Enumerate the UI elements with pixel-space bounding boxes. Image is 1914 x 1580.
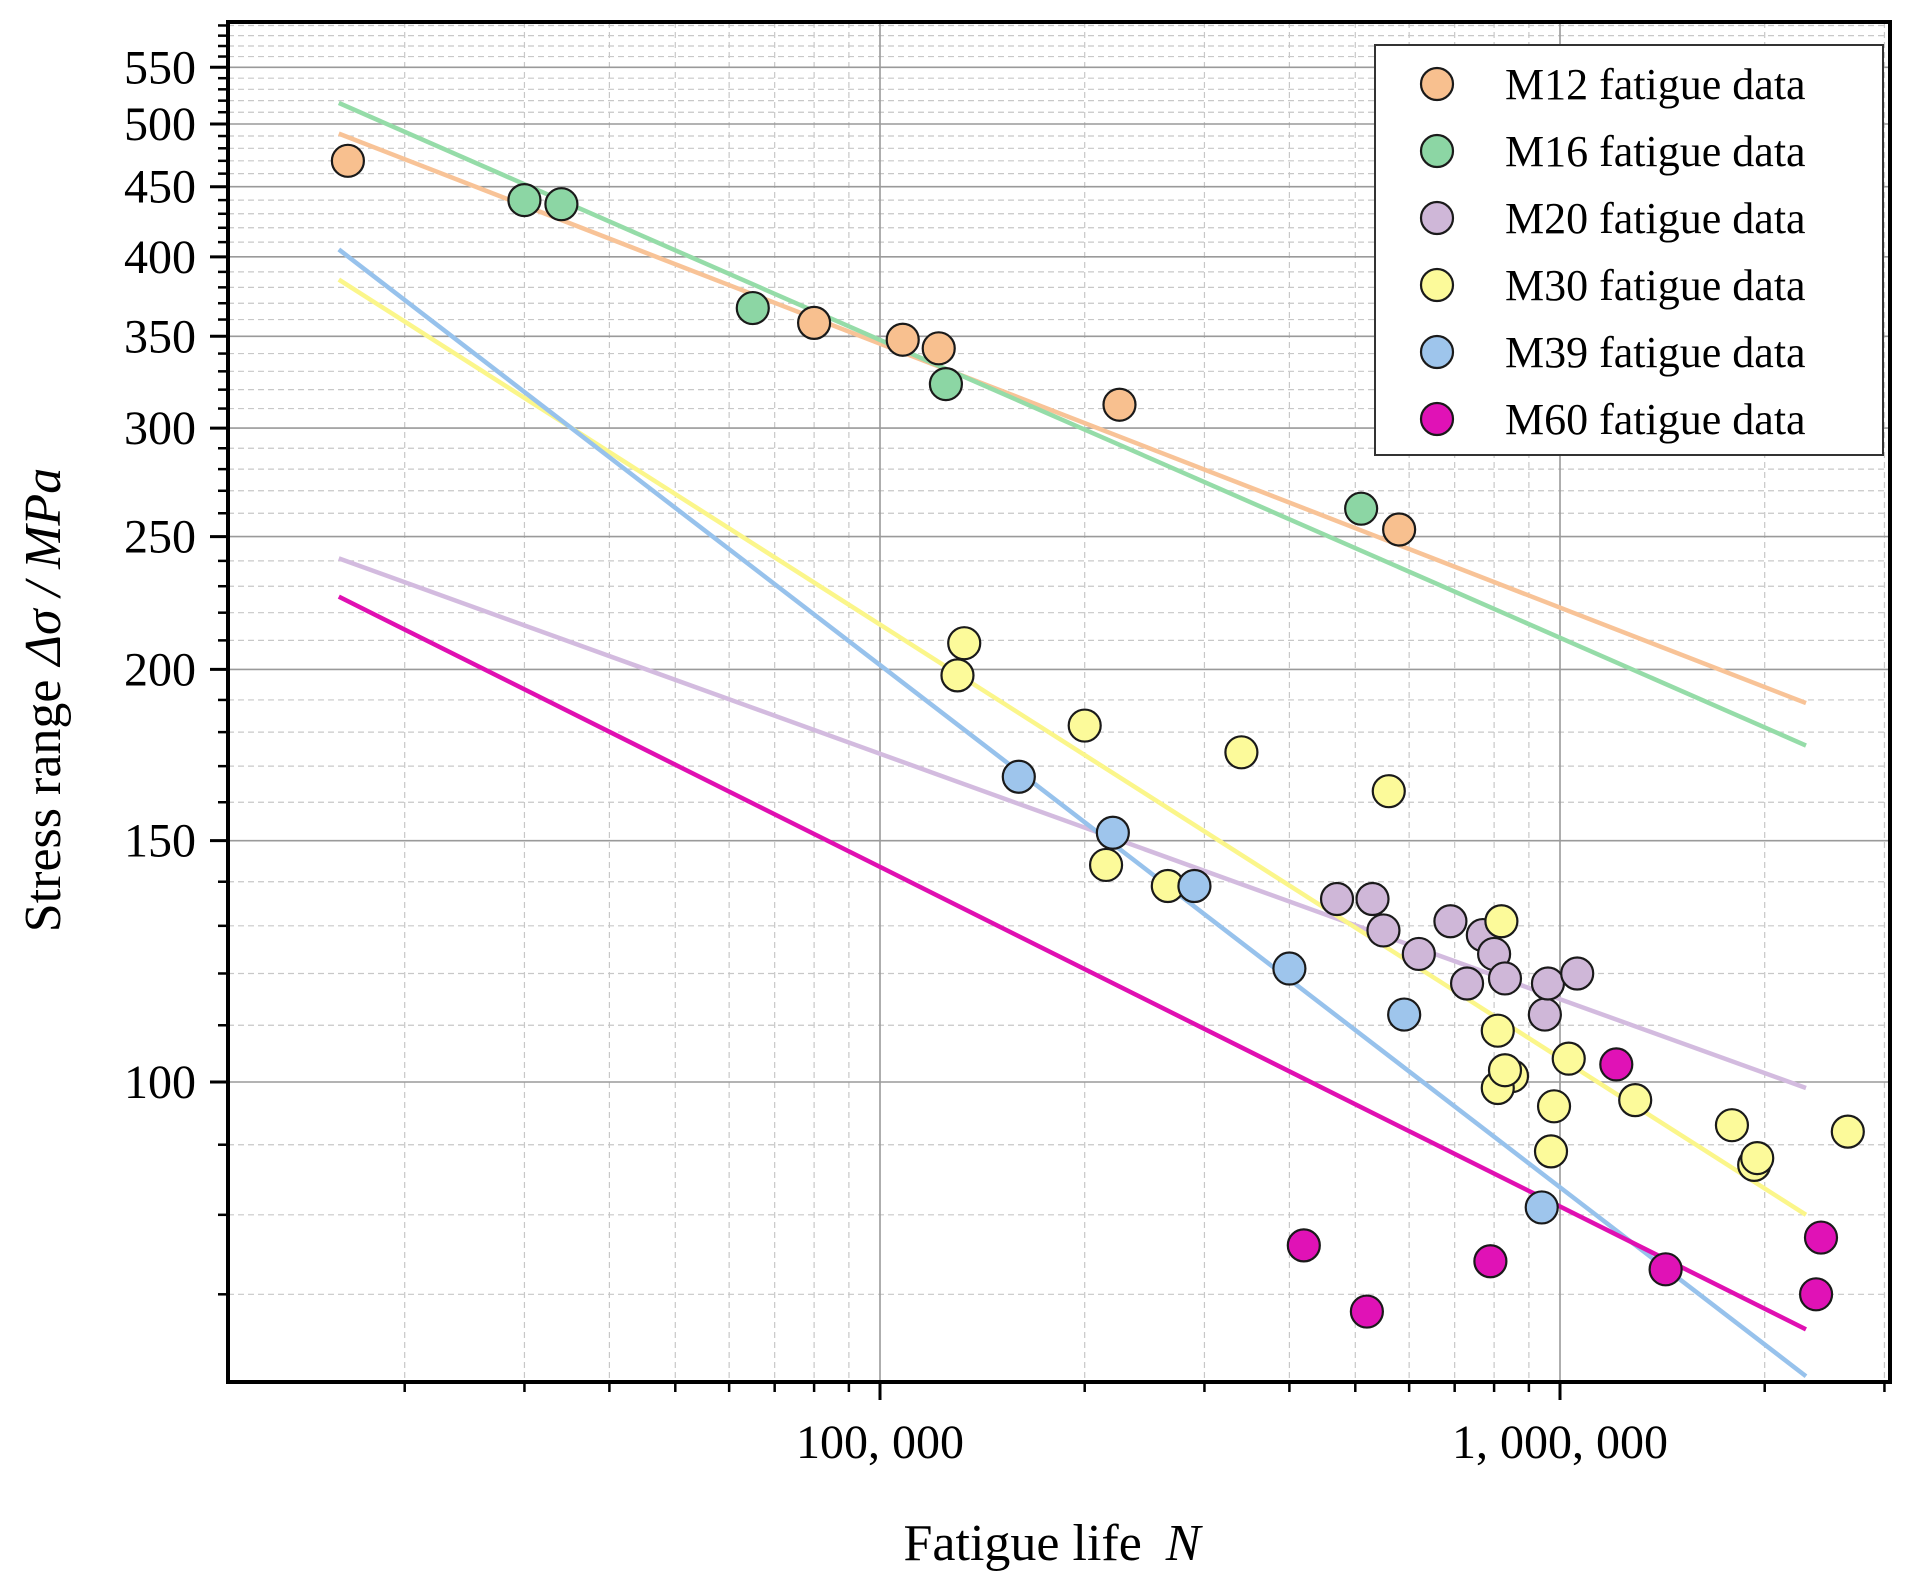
data-point bbox=[1366, 913, 1401, 948]
x-axis-title: Fatigue life N bbox=[904, 1515, 1204, 1572]
data-point bbox=[928, 366, 963, 402]
y-axis-title-text: Stress range bbox=[15, 679, 72, 932]
data-point bbox=[1177, 868, 1212, 904]
y-axis-title: Stress range Δσ / MPa bbox=[15, 468, 72, 932]
data-point bbox=[1487, 1053, 1523, 1088]
legend-marker bbox=[1419, 401, 1455, 437]
x-axis-title-variable: N bbox=[1165, 1515, 1204, 1572]
data-point bbox=[1344, 491, 1379, 526]
fit-line bbox=[338, 556, 1807, 1091]
y-tick-label: 300 bbox=[124, 402, 196, 455]
data-point bbox=[1401, 936, 1436, 972]
y-tick-label: 150 bbox=[124, 815, 196, 868]
data-point bbox=[1449, 966, 1485, 1001]
legend-label: M39 fatigue data bbox=[1505, 328, 1806, 377]
legend-label: M60 fatigue data bbox=[1505, 395, 1806, 444]
data-point bbox=[1319, 881, 1355, 917]
data-point bbox=[1830, 1114, 1865, 1149]
data-point bbox=[1551, 1041, 1586, 1076]
data-point bbox=[1599, 1047, 1634, 1082]
data-point bbox=[1714, 1108, 1750, 1143]
fit-line bbox=[337, 594, 1807, 1332]
data-point bbox=[1095, 815, 1130, 850]
fit-line bbox=[337, 131, 1807, 706]
legend-label: M12 fatigue data bbox=[1505, 60, 1806, 109]
data-point bbox=[1803, 1220, 1839, 1255]
data-point bbox=[1648, 1252, 1683, 1287]
x-axis-title-text: Fatigue life bbox=[904, 1515, 1142, 1572]
data-point bbox=[1798, 1277, 1834, 1312]
legend-marker bbox=[1419, 200, 1455, 236]
data-point bbox=[1224, 735, 1259, 770]
data-point bbox=[1530, 966, 1566, 1001]
legend-label: M16 fatigue data bbox=[1505, 127, 1806, 176]
legend-marker bbox=[1419, 133, 1455, 169]
data-point bbox=[947, 626, 982, 661]
data-point bbox=[1618, 1083, 1653, 1118]
data-point bbox=[885, 322, 920, 357]
data-point bbox=[797, 305, 832, 340]
data-point bbox=[1536, 1089, 1572, 1124]
data-point bbox=[1480, 1013, 1515, 1048]
y-tick-label: 350 bbox=[124, 310, 196, 363]
legend-box bbox=[1374, 44, 1884, 456]
x-tick-label: 100, 000 bbox=[796, 1416, 964, 1469]
legend-marker bbox=[1419, 334, 1455, 370]
fit-line bbox=[337, 247, 1808, 1379]
data-point bbox=[1473, 1244, 1508, 1279]
data-point bbox=[1484, 904, 1519, 939]
data-point bbox=[1533, 1134, 1569, 1169]
data-point bbox=[1433, 904, 1468, 939]
data-point bbox=[1387, 997, 1422, 1032]
data-point bbox=[735, 290, 770, 326]
legend: M12 fatigue data M16 fatigue data M20 fati… bbox=[1374, 44, 1884, 456]
data-point bbox=[1088, 847, 1124, 883]
y-axis-title-variable: Δσ / MPa bbox=[15, 468, 72, 668]
fit-line bbox=[337, 100, 1807, 748]
y-tick-label: 500 bbox=[124, 98, 196, 151]
tick-labels: 100, 000 1, 000, 000 100 150 200 250 300 350 400… bbox=[124, 41, 1668, 1469]
data-point bbox=[1286, 1228, 1321, 1263]
data-point bbox=[1527, 997, 1562, 1032]
data-point bbox=[1487, 961, 1523, 996]
data-point bbox=[1560, 956, 1595, 991]
legend-label: M30 fatigue data bbox=[1505, 261, 1806, 310]
data-point bbox=[1371, 774, 1406, 809]
y-tick-label: 400 bbox=[124, 231, 196, 284]
data-points bbox=[330, 143, 1865, 1329]
data-point bbox=[1272, 951, 1307, 986]
data-point bbox=[330, 143, 365, 178]
data-point bbox=[1102, 387, 1137, 422]
y-tick-label: 200 bbox=[124, 643, 196, 696]
legend-marker bbox=[1419, 66, 1455, 102]
data-point bbox=[1524, 1190, 1559, 1225]
plot-frame bbox=[226, 20, 1892, 1384]
y-tick-label: 550 bbox=[124, 41, 196, 94]
x-tick-label: 1, 000, 000 bbox=[1452, 1416, 1668, 1469]
y-tick-label: 100 bbox=[124, 1056, 196, 1109]
legend-label: M20 fatigue data bbox=[1505, 194, 1806, 243]
data-point bbox=[921, 331, 956, 366]
data-point bbox=[1001, 759, 1036, 794]
data-point bbox=[1382, 512, 1417, 547]
data-point bbox=[544, 187, 579, 222]
data-point bbox=[1349, 1294, 1384, 1329]
y-tick-label: 450 bbox=[124, 161, 196, 214]
data-point bbox=[507, 182, 542, 218]
data-point bbox=[1355, 881, 1390, 917]
data-point bbox=[940, 658, 975, 693]
axis-ticks bbox=[210, 24, 1886, 1400]
y-tick-label: 250 bbox=[124, 511, 196, 564]
data-point bbox=[1740, 1140, 1775, 1176]
legend-marker bbox=[1419, 267, 1455, 303]
data-point bbox=[1067, 708, 1102, 743]
